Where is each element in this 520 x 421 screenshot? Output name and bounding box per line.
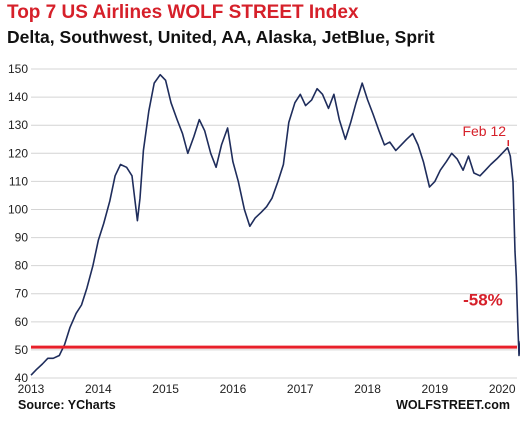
- y-tick-label: 90: [15, 231, 29, 245]
- y-tick-label: 70: [15, 287, 29, 301]
- series-line: [30, 73, 520, 376]
- y-tick-label: 100: [8, 202, 28, 216]
- gridlines: [31, 68, 517, 379]
- x-tick-label: 2015: [152, 382, 179, 396]
- x-tick-label: 2020: [489, 382, 516, 396]
- chart-subtitle: Delta, Southwest, United, AA, Alaska, Je…: [7, 27, 435, 47]
- chart-title: Top 7 US Airlines WOLF STREET Index: [7, 2, 359, 23]
- annotation-label: Feb 12: [462, 123, 506, 139]
- x-tick-label: 2018: [354, 382, 381, 396]
- x-tick-label: 2014: [85, 382, 112, 396]
- brand-label: WOLFSTREET.com: [396, 398, 510, 412]
- x-tick-label: 2013: [18, 382, 45, 396]
- y-tick-label: 150: [8, 62, 28, 76]
- y-tick-label: 60: [15, 315, 29, 329]
- x-tick-label: 2017: [287, 382, 314, 396]
- x-tick-label: 2019: [422, 382, 449, 396]
- annotation-label: -58%: [463, 290, 503, 309]
- y-tick-label: 110: [9, 174, 28, 188]
- y-tick-label: 80: [15, 259, 29, 273]
- y-tick-label: 130: [8, 118, 28, 132]
- x-axis-ticks: 2013 2014 2015 2016 2017 2018 2019 2020: [18, 382, 516, 396]
- y-tick-label: 120: [8, 146, 28, 160]
- y-tick-label: 40: [15, 371, 29, 385]
- annotation-layer: Feb 12 -58%: [462, 123, 510, 309]
- y-tick-label: 50: [15, 343, 29, 357]
- series-layer: [30, 73, 520, 376]
- y-tick-label: 140: [8, 90, 28, 104]
- source-label: Source: YCharts: [18, 398, 116, 412]
- x-tick-label: 2016: [220, 382, 247, 396]
- y-axis-ticks: 40 50 60 70 80 90 100 110 120 130 140 150: [8, 62, 28, 385]
